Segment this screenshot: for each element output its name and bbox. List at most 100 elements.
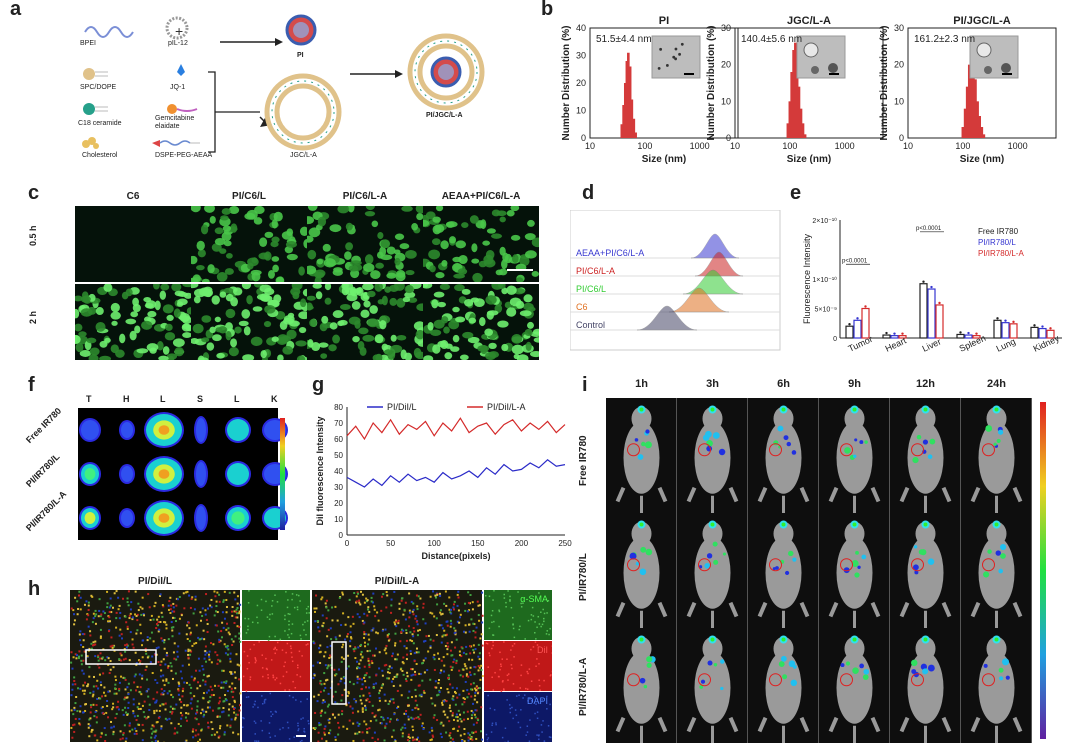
panel-label-f: f [28,374,35,396]
i-row-0: Free IR780 [578,434,589,486]
size-bar [792,50,795,138]
bar [890,335,899,339]
i-row-1: PI/IR780/L [578,552,589,601]
y-tick-label: 30 [894,23,904,33]
label-jgc: JGC/L-A [290,152,317,159]
mouse-image [748,628,819,743]
size-bar [980,127,984,138]
size-bar [786,123,790,138]
p-value: p<0.0001 [916,226,942,232]
channel-image [484,692,552,742]
bpei-icon [84,26,134,38]
bar [1038,327,1047,339]
flow-cytometry-histogram: AEAA+PI/C6/L-A PI/C6/L-A PI/C6/L C6 Control [570,210,781,351]
tumor-circle [840,443,853,457]
microscopy-cell [423,206,539,282]
y-tick-label: 0 [726,133,731,143]
tumor-circle [698,443,711,457]
organ-image-strip [78,408,288,540]
plot-frame [734,27,884,139]
x-tick-label: 200 [515,539,529,548]
mouse-body [978,421,1015,494]
category-label: Lung [995,336,1017,354]
x-axis-label: Distance(pixels) [421,551,490,561]
x-axis-label: Size (nm) [960,154,1004,165]
y-tick-label: 20 [721,60,731,70]
x-tick-label: 0 [345,539,350,548]
label-gemcitabine: Gemcitabine elaidate [155,115,195,130]
y-tick-label: 40 [576,23,586,33]
y-tick-label: 0 [833,336,837,343]
series-line [346,417,566,441]
f-col-4: L [234,394,240,404]
bar [898,335,907,339]
size-bar [970,53,973,138]
channel-image [484,590,552,640]
roi-box [85,649,157,665]
size-bar [620,124,624,138]
size-value: 161.2±2.3 nm [914,34,975,45]
label-c18: C18 ceramide [78,120,122,127]
chart-title: JGC/L-A [787,15,831,27]
jgc-liposome-icon [264,73,342,151]
tumor-circle [769,558,782,572]
y-tick-label: 20 [576,78,586,88]
series-line [346,459,566,488]
c18-icon [83,103,95,115]
tumor-circle [840,673,853,687]
x-tick-label: 50 [386,539,395,548]
label-pijgc: PI/JGC/L-A [426,112,463,119]
y-tick-label: 30 [334,483,343,492]
size-bar [795,57,799,139]
panel-label-h: h [28,578,41,600]
i-time-4: 12h [916,378,935,390]
f-col-5: K [271,394,278,404]
f-row-0: Free IR780 [24,405,64,446]
bar [861,307,870,339]
y-tick-label: 30 [721,23,731,33]
x-tick-label: 1000 [690,141,710,151]
y-tick-label: 10 [334,515,343,524]
bar [956,333,965,339]
mouse-body [765,651,802,724]
size-bar [965,86,969,138]
mouse-image [961,628,1032,743]
tumor-circle [627,558,640,572]
y-tick-label: 20 [334,499,343,508]
f-row-2: PI/IR780/L-A [24,488,69,534]
panel-label-d: d [582,182,595,204]
c-row-1: 2 h [28,310,38,324]
mouse-image [890,513,961,628]
roi-box [331,641,347,705]
size-bar [623,83,627,138]
size-bar [978,116,981,138]
mouse-body [694,651,731,724]
tissue-merge-image [70,590,310,742]
size-bar [628,66,632,138]
tissue-merge-image: α-SMA DiI DAPI [312,590,552,742]
size-value: 51.5±4.4 nm [596,34,652,45]
mouse-image [748,398,819,513]
tumor-circle [627,673,640,687]
y-tick-label: 40 [334,467,343,476]
c-row-labels: 0.5 h 2 h [28,206,56,362]
histogram-peak [694,251,744,277]
legend-item: PI/DiI/L [387,402,417,412]
plasmid-icon [165,16,189,40]
label-spc: SPC/DOPE [80,84,117,91]
label-pi: PI [297,52,304,59]
colorbar [1040,402,1046,739]
size-bar [801,123,805,138]
bar [1046,329,1055,339]
microscopy-cell [191,284,307,360]
mouse-body [907,421,944,494]
biodistribution-bar-chart: 2×10⁻¹⁰1×10⁻¹⁰5×10⁻⁹0 Tumor Heart Liver Sple… [802,217,1062,354]
legend-item: Free IR780 [978,227,1019,236]
i-time-5: 24h [987,378,1006,390]
c-col-1: PI/C6/L [232,191,266,202]
f-col-3: S [197,394,204,404]
size-bar [630,99,634,138]
x-tick-label: 10 [730,141,740,151]
y-tick-label: 1×10⁻¹⁰ [812,276,837,284]
